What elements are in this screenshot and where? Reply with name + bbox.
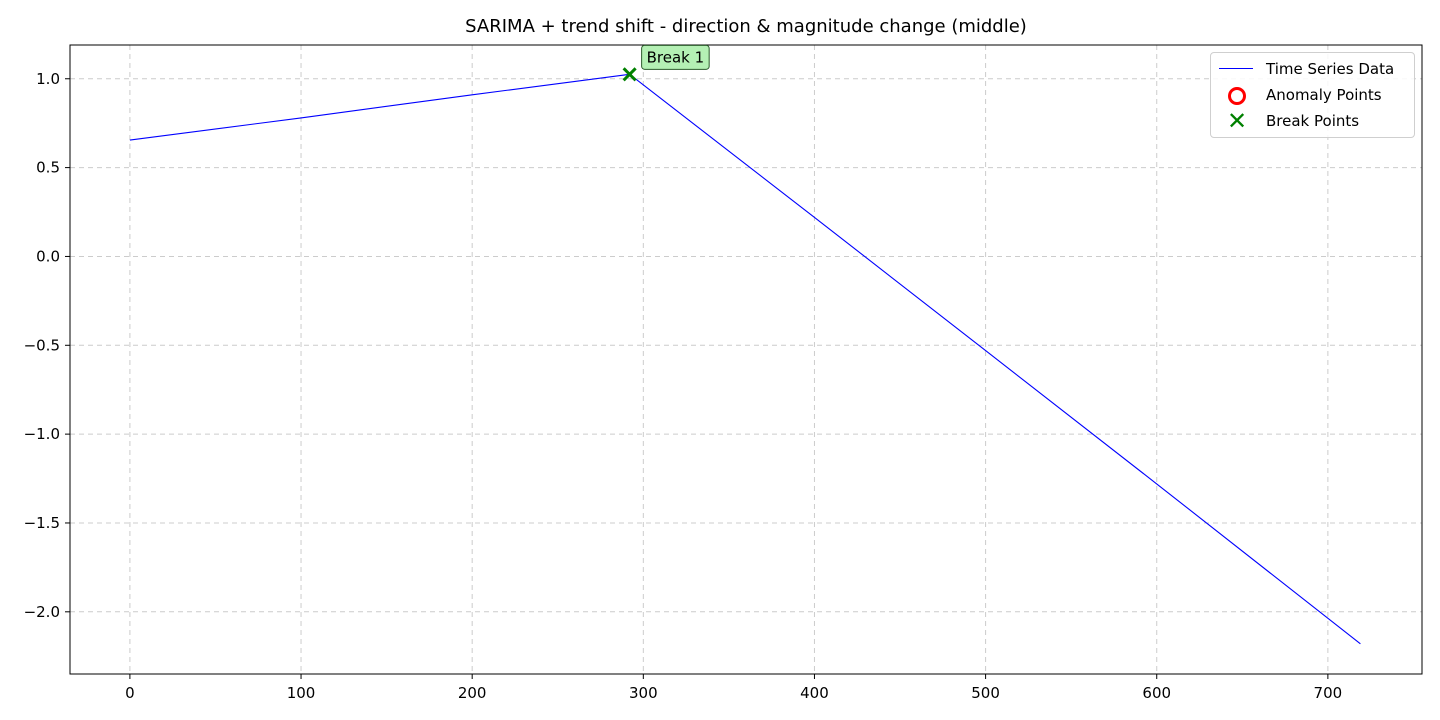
x-tick-label: 400: [800, 684, 829, 702]
x-tick-label: 200: [458, 684, 487, 702]
legend-entry-time-series: Time Series Data: [1219, 57, 1394, 81]
break-marker-stroke: [622, 67, 637, 82]
y-tick-label: −0.5: [24, 336, 60, 354]
x-tick-label: 500: [971, 684, 1000, 702]
legend-circle-swatch: [1219, 83, 1253, 107]
y-tick-label: −1.0: [24, 425, 60, 443]
series-line: [129, 73, 1361, 645]
x-tick-label: 600: [1142, 684, 1171, 702]
legend-label: Break Points: [1266, 112, 1360, 130]
y-tick-label: 0.5: [36, 159, 60, 177]
x-tick-label: 0: [125, 684, 135, 702]
legend: Time Series Data Anomaly Points ✕ Break …: [1210, 52, 1415, 138]
break-label-box: [641, 44, 710, 70]
plot-frame: [69, 44, 1423, 675]
x-tick-label: 700: [1314, 684, 1343, 702]
legend-x-swatch: ✕: [1227, 107, 1248, 135]
x-tick-label: 100: [287, 684, 316, 702]
y-tick-label: 0.0: [36, 247, 60, 265]
annotation-layer: Break 1: [622, 44, 710, 82]
y-tick-label: 1.0: [36, 70, 60, 88]
y-tick-label: −2.0: [24, 603, 60, 621]
break-point-marker: [622, 67, 637, 82]
data-layer: [129, 73, 1361, 645]
grid-layer: [70, 45, 1422, 674]
legend-entry-break-points: ✕ Break Points: [1219, 109, 1359, 133]
legend-label: Anomaly Points: [1266, 86, 1382, 104]
chart-title: SARIMA + trend shift - direction & magni…: [465, 16, 1027, 37]
tick-layer: 0 100 200 300 400 500 600 700 1.0 0.5 0.0 −0.5 −1.0 −…: [24, 70, 1343, 702]
legend-entry-anomaly-points: Anomaly Points: [1219, 83, 1382, 107]
legend-label: Time Series Data: [1266, 60, 1395, 78]
x-tick-label: 300: [629, 684, 658, 702]
y-tick-label: −1.5: [24, 514, 60, 532]
legend-line-swatch: [1219, 57, 1253, 81]
break-label-text: Break 1: [647, 48, 705, 66]
